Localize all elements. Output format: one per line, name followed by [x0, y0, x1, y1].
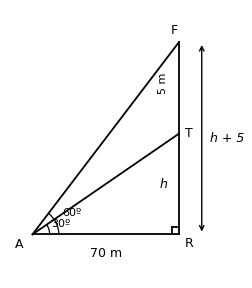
Text: R: R — [184, 237, 193, 250]
Text: 60º: 60º — [62, 208, 81, 218]
Text: 5 m: 5 m — [157, 73, 167, 94]
Text: h: h — [159, 177, 167, 191]
Text: A: A — [15, 238, 23, 251]
Text: 70 m: 70 m — [89, 247, 121, 260]
Text: T: T — [184, 127, 192, 140]
Text: h + 5: h + 5 — [209, 132, 243, 145]
Text: 30º: 30º — [51, 219, 70, 229]
Text: F: F — [170, 24, 177, 37]
